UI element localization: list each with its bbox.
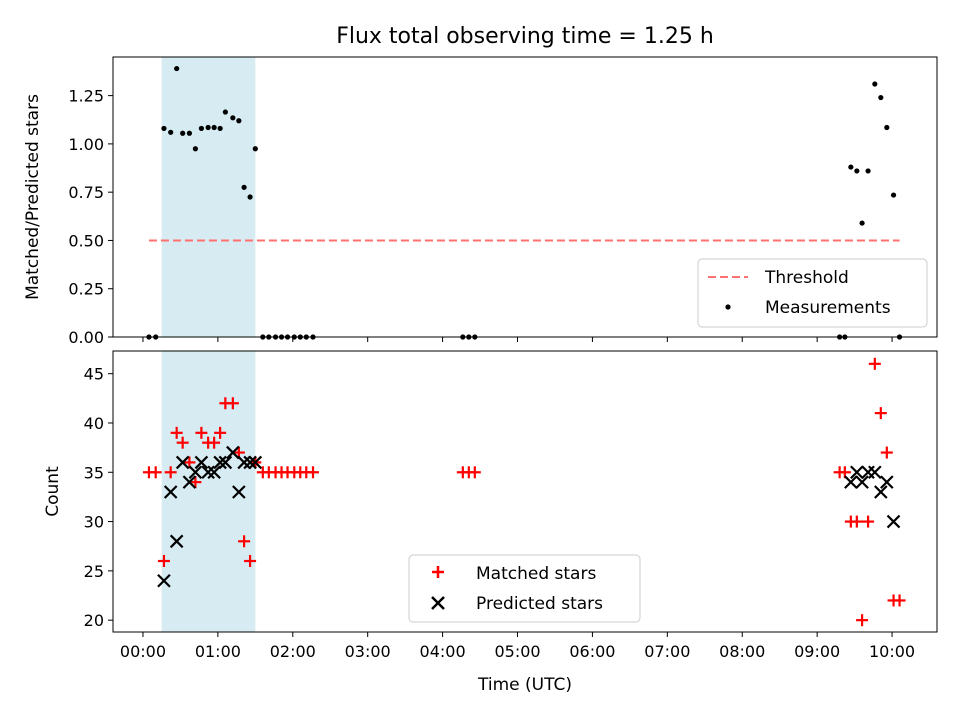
x-tick-label: 06:00 (569, 642, 615, 661)
bottom-legend: Matched stars Predicted stars (409, 555, 640, 622)
matched-star-point (150, 466, 162, 478)
matched-star-point (851, 516, 863, 528)
matched-star-point (856, 614, 868, 626)
measurement-point (223, 109, 228, 114)
matched-star-point (869, 358, 881, 370)
legend-matched-label: Matched stars (476, 564, 596, 584)
x-tick-label: 09:00 (794, 642, 840, 661)
measurement-point (872, 81, 877, 86)
measurement-point (180, 131, 185, 136)
top-y-label: Matched/Predicted stars (23, 94, 43, 300)
y-tick-label: 20 (84, 611, 104, 630)
matched-star-point (469, 466, 481, 478)
measurement-point (865, 168, 870, 173)
y-tick-label: 0.50 (68, 231, 104, 250)
top-highlight-span (162, 57, 256, 337)
measurement-point (854, 168, 859, 173)
legend-threshold-label: Threshold (764, 268, 849, 288)
x-tick-label: 03:00 (345, 642, 391, 661)
matched-star-point (862, 516, 874, 528)
bottom-y-ticks: 20 25 30 35 40 45 (84, 365, 113, 630)
measurement-point (193, 146, 198, 151)
measurement-point (168, 130, 173, 135)
legend-measurements-label: Measurements (765, 298, 891, 318)
y-tick-label: 0.00 (68, 328, 104, 347)
y-tick-label: 1.25 (68, 87, 104, 106)
x-tick-label: 04:00 (420, 642, 466, 661)
y-tick-label: 25 (84, 562, 104, 581)
predicted-star-point (888, 516, 900, 528)
x-tick-label: 10:00 (869, 642, 915, 661)
matched-star-point (875, 407, 887, 419)
legend-measurement-swatch (725, 304, 730, 309)
measurement-point (206, 125, 211, 130)
y-tick-label: 1.00 (68, 135, 104, 154)
measurement-point (174, 66, 179, 71)
x-tick-label: 05:00 (494, 642, 540, 661)
measurement-point (230, 115, 235, 120)
top-y-ticks: 0.00 0.25 0.50 0.75 1.00 1.25 (68, 87, 113, 347)
top-panel: 0.00 0.25 0.50 0.75 1.00 1.25 Matched/Predict… (23, 57, 937, 347)
y-tick-label: 35 (84, 463, 104, 482)
matched-star-point (307, 466, 319, 478)
legend-predicted-label: Predicted stars (476, 594, 603, 614)
measurement-point (848, 164, 853, 169)
y-tick-label: 0.75 (68, 183, 104, 202)
x-axis-label: Time (UTC) (477, 675, 572, 695)
measurement-point (247, 194, 252, 199)
measurement-point (199, 126, 204, 131)
bottom-panel: 20 25 30 35 40 45 00:00 01:00 02:00 03:00 04:00 05… (43, 351, 937, 695)
measurement-point (878, 95, 883, 100)
y-tick-label: 30 (84, 513, 104, 532)
measurement-point (859, 220, 864, 225)
measurement-point (253, 146, 258, 151)
x-tick-label: 07:00 (644, 642, 690, 661)
measurement-point (212, 125, 217, 130)
measurement-point (161, 126, 166, 131)
predicted-star-point (869, 466, 881, 478)
x-tick-label: 00:00 (120, 642, 166, 661)
measurement-point (891, 192, 896, 197)
bottom-y-label: Count (43, 466, 63, 517)
measurement-point (236, 118, 241, 123)
y-tick-label: 40 (84, 414, 104, 433)
figure: Flux total observing time = 1.25 h 0.000… (0, 0, 960, 720)
matched-star-point (881, 447, 893, 459)
y-tick-label: 0.25 (68, 280, 104, 299)
bottom-highlight-span (162, 351, 256, 632)
x-tick-label: 02:00 (270, 642, 316, 661)
x-tick-label: 01:00 (195, 642, 241, 661)
measurement-point (218, 126, 223, 131)
measurement-point (187, 131, 192, 136)
x-tick-label: 08:00 (719, 642, 765, 661)
measurement-point (241, 185, 246, 190)
figure-title: Flux total observing time = 1.25 h (336, 24, 714, 49)
top-legend: Threshold Measurements (698, 259, 927, 327)
y-tick-label: 45 (84, 365, 104, 384)
matched-star-point (894, 594, 906, 606)
bottom-x-ticks: 00:00 01:00 02:00 03:00 04:00 05:00 06:00 07:00… (120, 632, 915, 661)
top-x-ticks (143, 337, 892, 342)
measurement-point (884, 125, 889, 130)
